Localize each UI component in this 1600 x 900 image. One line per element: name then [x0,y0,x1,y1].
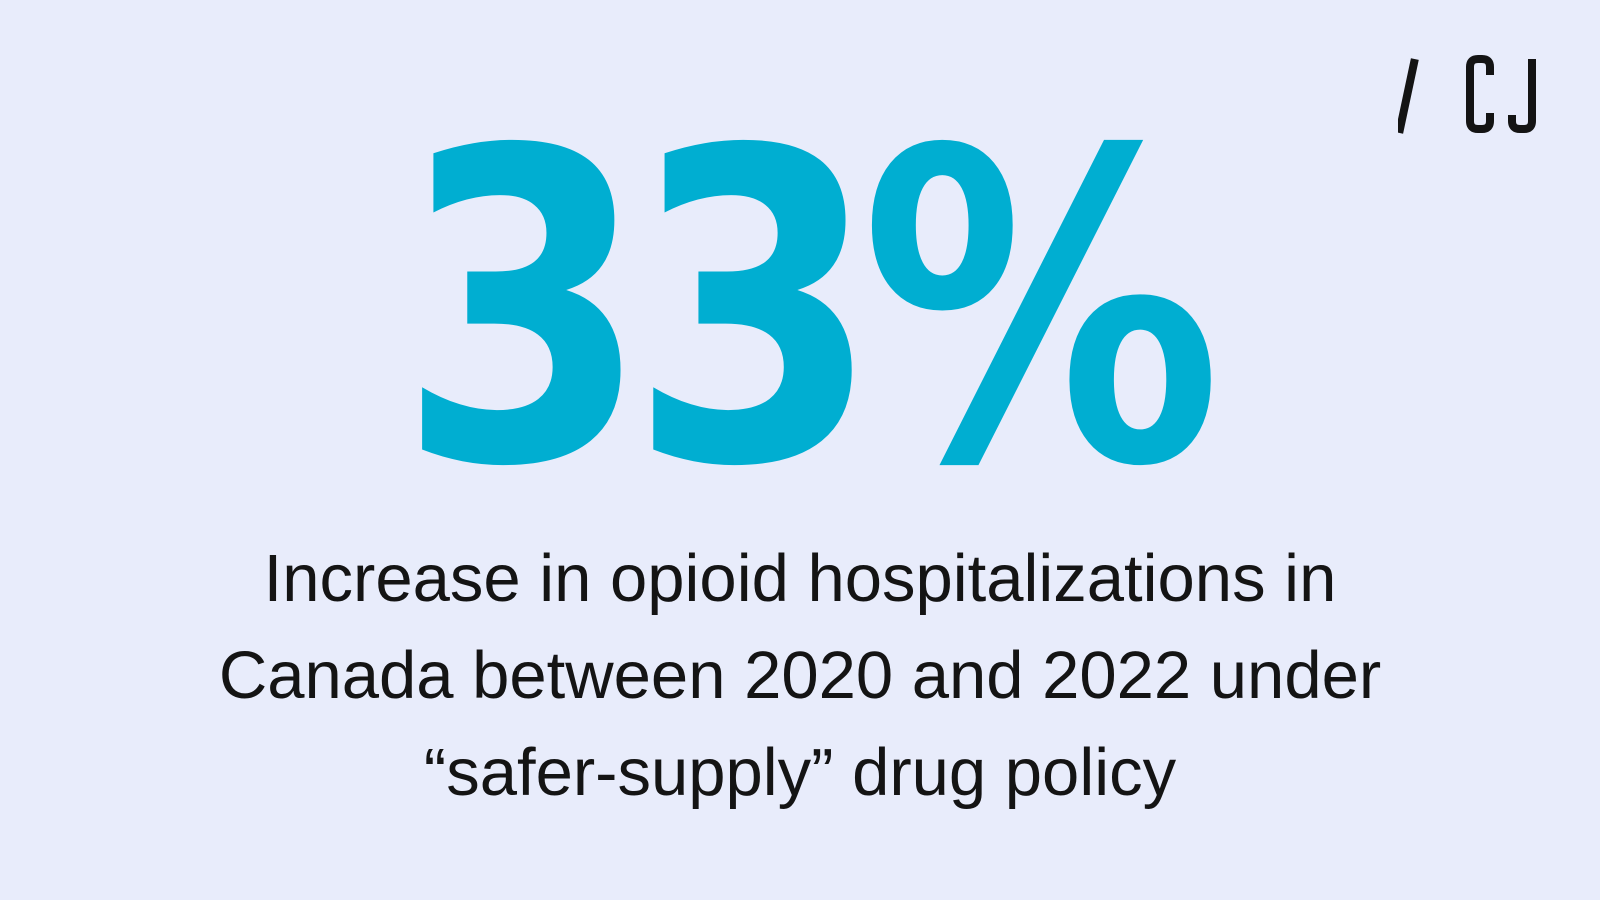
caption-line-2: Canada between 2020 and 2022 under [218,638,1382,713]
brand-logo [1398,55,1538,135]
cj-logo-icon [1398,55,1536,134]
caption-line-3: “safer-supply” drug policy [423,735,1177,810]
caption-line-1: Increase in opioid hospitalizations in [263,541,1337,616]
statistic-caption: Increase in opioid hospitalizations in C… [0,530,1600,821]
headline-statistic: 33% [397,61,1222,561]
